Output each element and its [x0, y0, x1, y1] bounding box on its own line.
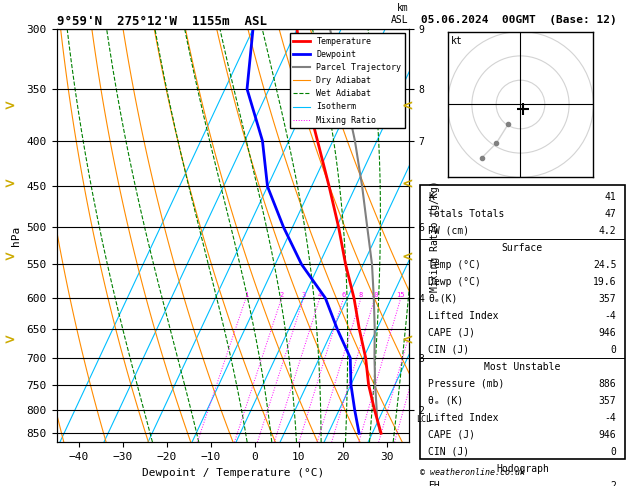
- Text: 4.2: 4.2: [599, 226, 616, 236]
- Text: 24.5: 24.5: [593, 260, 616, 270]
- Text: CAPE (J): CAPE (J): [428, 328, 476, 338]
- Text: 15: 15: [396, 292, 405, 298]
- Text: Most Unstable: Most Unstable: [484, 362, 560, 372]
- Text: CIN (J): CIN (J): [428, 345, 469, 355]
- Text: K: K: [428, 191, 434, 202]
- Text: 05.06.2024  00GMT  (Base: 12): 05.06.2024 00GMT (Base: 12): [421, 15, 617, 25]
- Text: 9°59'N  275°12'W  1155m  ASL: 9°59'N 275°12'W 1155m ASL: [57, 15, 267, 28]
- Text: 946: 946: [599, 328, 616, 338]
- Text: CIN (J): CIN (J): [428, 447, 469, 457]
- Text: CAPE (J): CAPE (J): [428, 430, 476, 440]
- Text: LCL: LCL: [416, 415, 431, 424]
- Text: θₑ(K): θₑ(K): [428, 294, 458, 304]
- Text: 0: 0: [611, 345, 616, 355]
- Text: >: >: [3, 251, 14, 264]
- Text: 357: 357: [599, 294, 616, 304]
- Text: 3: 3: [301, 292, 306, 298]
- Text: 0: 0: [611, 447, 616, 457]
- Text: Pressure (mb): Pressure (mb): [428, 379, 504, 389]
- Text: <: <: [402, 100, 413, 114]
- Text: 2: 2: [279, 292, 284, 298]
- Text: 1: 1: [244, 292, 248, 298]
- Text: -4: -4: [604, 311, 616, 321]
- Text: >: >: [3, 100, 14, 114]
- Text: kt: kt: [450, 36, 462, 46]
- Text: θₑ (K): θₑ (K): [428, 396, 464, 406]
- Text: Temp (°C): Temp (°C): [428, 260, 481, 270]
- Text: 946: 946: [599, 430, 616, 440]
- Text: 357: 357: [599, 396, 616, 406]
- Text: 6: 6: [342, 292, 346, 298]
- Text: Lifted Index: Lifted Index: [428, 413, 499, 423]
- Text: 41: 41: [604, 191, 616, 202]
- Text: <: <: [402, 333, 413, 347]
- Text: Lifted Index: Lifted Index: [428, 311, 499, 321]
- Text: Surface: Surface: [502, 243, 543, 253]
- Text: PW (cm): PW (cm): [428, 226, 469, 236]
- Text: Totals Totals: Totals Totals: [428, 208, 504, 219]
- Text: Hodograph: Hodograph: [496, 464, 549, 474]
- Text: Dewp (°C): Dewp (°C): [428, 277, 481, 287]
- Text: <: <: [402, 251, 413, 264]
- Y-axis label: Mixing Ratio (g/kg): Mixing Ratio (g/kg): [430, 180, 440, 292]
- Text: >: >: [3, 178, 14, 191]
- Text: 8: 8: [359, 292, 363, 298]
- Text: >: >: [3, 333, 14, 347]
- Text: 2: 2: [611, 481, 616, 486]
- Text: EH: EH: [428, 481, 440, 486]
- Text: km
ASL: km ASL: [391, 3, 409, 25]
- Text: © weatheronline.co.uk: © weatheronline.co.uk: [420, 468, 525, 477]
- Text: -4: -4: [604, 413, 616, 423]
- X-axis label: Dewpoint / Temperature (°C): Dewpoint / Temperature (°C): [142, 468, 324, 478]
- Legend: Temperature, Dewpoint, Parcel Trajectory, Dry Adiabat, Wet Adiabat, Isotherm, Mi: Temperature, Dewpoint, Parcel Trajectory…: [290, 34, 404, 128]
- Y-axis label: hPa: hPa: [11, 226, 21, 246]
- Text: 4: 4: [318, 292, 322, 298]
- Text: 10: 10: [370, 292, 379, 298]
- Text: 47: 47: [604, 208, 616, 219]
- Text: <: <: [402, 178, 413, 191]
- Text: 19.6: 19.6: [593, 277, 616, 287]
- Text: 886: 886: [599, 379, 616, 389]
